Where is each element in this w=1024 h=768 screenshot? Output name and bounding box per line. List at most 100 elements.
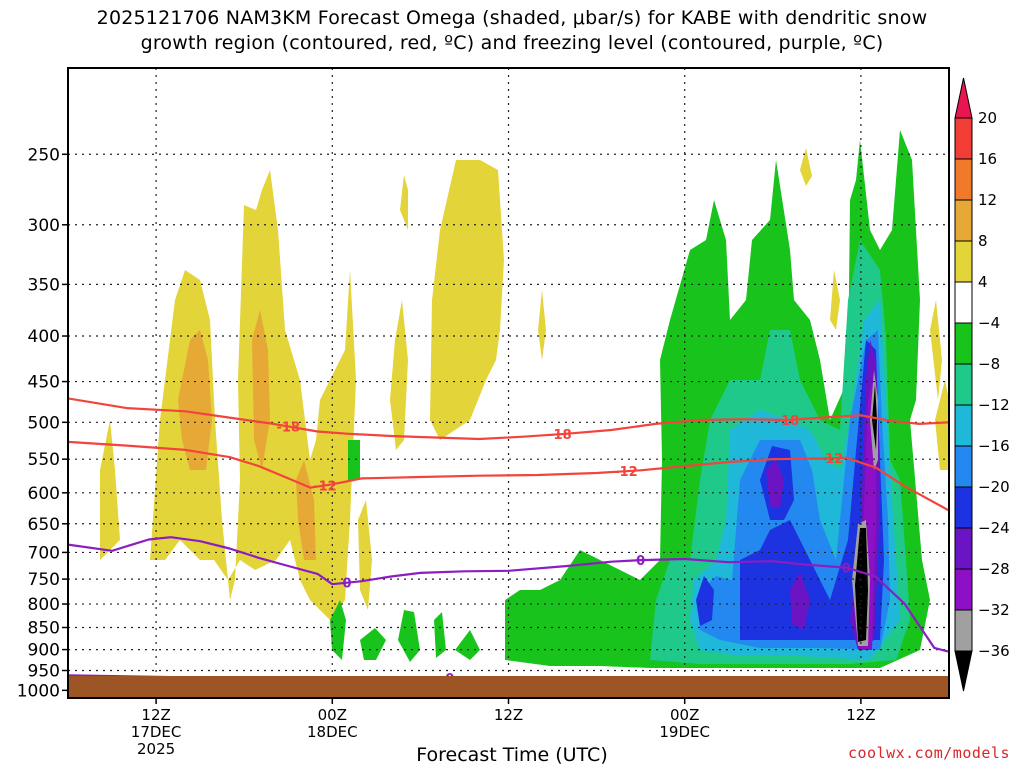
contour-label: 0 [636,554,645,569]
colorbar-label: 20 [978,109,997,127]
colorbar-swatch [954,363,973,406]
x-tick-label: 12Z [494,706,523,724]
omega-region [434,612,446,658]
y-tick-label: 250 [28,145,60,165]
y-tick-label: 850 [28,618,60,638]
colorbar-label: −28 [978,560,1010,578]
omega-region [400,175,408,230]
colorbar-swatch [954,445,973,488]
omega-region [696,576,714,626]
y-tick-label: 400 [28,327,60,347]
omega-region [740,340,884,640]
colorbar-label: −16 [978,437,1010,455]
site-credit: coolwx.com/models [847,744,1010,762]
contour-label: 0 [342,577,351,592]
y-tick-label: 750 [28,570,60,590]
colorbar-swatch [954,527,973,570]
contour-label: -12 [614,465,638,480]
contour-label: -18 [776,414,800,429]
colorbar-swatch [954,568,973,611]
y-tick-label: 650 [28,515,60,535]
colorbar-label: −36 [978,642,1010,660]
colorbar-swatch [954,281,973,324]
colorbar-label: 4 [978,273,988,291]
y-axis: 250 300 350 400 450 500 550 600 650 700 750 800 850 9… [17,145,68,701]
contour-line [68,536,949,653]
omega-shading [100,130,949,668]
x-tick-label: 17DEC [131,723,182,741]
colorbar-label: −20 [978,478,1010,496]
colorbar-label: −12 [978,396,1010,414]
x-tick-label: 18DEC [307,723,358,741]
y-tick-label: 300 [28,216,60,236]
grid [68,68,949,698]
y-tick-label: 800 [28,595,60,615]
y-tick-label: 600 [28,484,60,504]
colorbar-swatch [954,199,973,242]
colorbar-swatch [954,240,973,283]
colorbar-swatch [954,77,973,119]
colorbar-label: −32 [978,601,1010,619]
colorbar-label: 8 [978,232,988,250]
omega-region [330,600,346,660]
contour-line [68,397,949,441]
colorbar-label: 12 [978,191,997,209]
contour-line [68,440,949,512]
y-tick-label: 450 [28,373,60,393]
omega-region [178,330,212,470]
omega-region [348,440,360,480]
y-tick-label: 550 [28,450,60,470]
omega-region [830,270,840,330]
colorbar-label: 16 [978,150,997,168]
chart-title-line1: 2025121706 NAM3KM Forecast Omega (shaded… [96,7,928,29]
omega-region [930,300,942,400]
omega-region [855,528,868,642]
omega-region [430,160,504,440]
x-tick-label: 12Z [141,706,170,724]
x-tick-label: 12Z [846,706,875,724]
contour-label: -12 [820,452,844,467]
omega-region [935,380,949,470]
y-tick-label: 350 [28,275,60,295]
y-tick-label: 950 [28,662,60,682]
colorbar-label: −8 [978,355,1000,373]
y-tick-label: 900 [28,641,60,661]
omega-region [398,610,420,662]
contour-label: -18 [548,428,572,443]
colorbar-swatch [954,486,973,529]
x-tick-label: 19DEC [659,723,710,741]
omega-region [296,460,316,560]
x-axis-label: Forecast Time (UTC) [416,744,608,766]
colorbar-swatch [954,609,973,652]
omega-region [252,310,270,470]
omega-region [800,148,812,186]
omega-region [100,420,120,560]
colorbar-swatch [954,404,973,447]
omega-region [390,300,408,450]
contour-label: -18 [277,420,301,435]
colorbar-swatch [954,650,973,692]
colorbar-label: −24 [978,519,1010,537]
y-tick-label: 500 [28,413,60,433]
x-tick-label: 00Z [670,706,699,724]
colorbar: 20 16 12 8 4 −4 −8 −12 −16 −20 −24 −28 −32 −36 [954,77,1010,692]
omega-region [455,630,480,660]
omega-region [358,500,372,610]
colorbar-swatch [954,158,973,201]
omega-region [790,572,810,630]
colorbar-swatch [954,117,973,160]
x-tick-label: 00Z [318,706,347,724]
colorbar-swatch [954,322,973,365]
ground-surface [68,676,949,698]
colorbar-label: −4 [978,314,1000,332]
chart-title-line2: growth region (contoured, red, ºC) and f… [140,32,884,54]
omega-region [360,628,386,660]
x-tick-label: 2025 [137,740,175,758]
contour-label: -12 [313,479,337,494]
y-tick-label: 1000 [17,681,60,701]
contour-label: 0 [842,562,851,577]
omega-region [538,290,546,360]
omega-region [766,460,784,508]
